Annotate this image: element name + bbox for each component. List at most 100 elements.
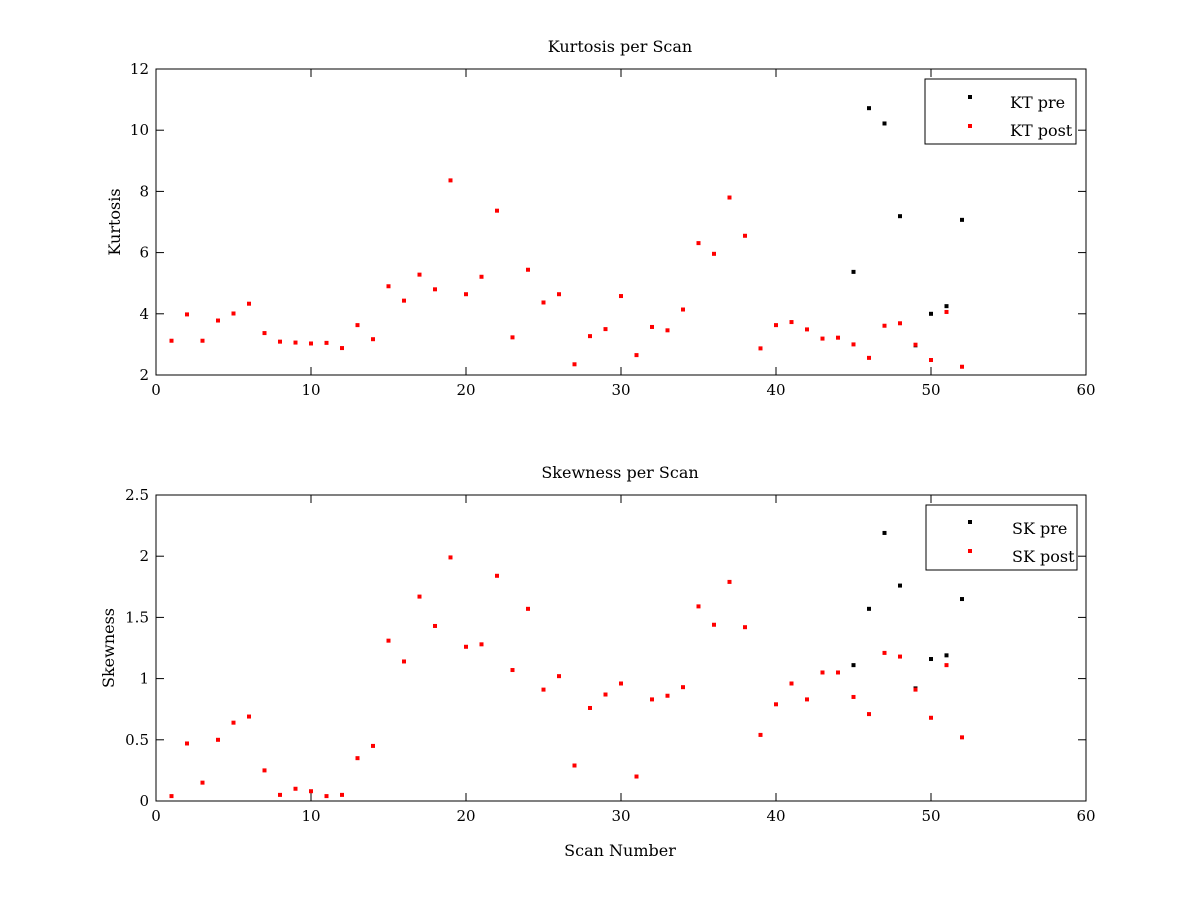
data-point-post — [913, 687, 918, 692]
data-point-post — [913, 342, 918, 347]
plot-title: Kurtosis per Scan — [548, 37, 692, 56]
legend-marker-pre — [968, 95, 972, 99]
data-point-post — [417, 272, 422, 277]
data-point-post — [185, 741, 189, 746]
data-point-pre — [898, 214, 902, 219]
x-tick-label: 50 — [921, 807, 940, 825]
data-point-post — [231, 311, 236, 316]
data-point-post — [789, 681, 794, 686]
data-point-post — [557, 674, 561, 679]
data-point-post — [727, 195, 732, 200]
data-point-post — [758, 346, 763, 351]
data-point-post — [247, 714, 251, 719]
data-point-post — [355, 323, 360, 328]
y-tick-label: 8 — [139, 182, 149, 200]
data-point-pre — [944, 304, 949, 309]
legend-marker-post — [968, 549, 972, 553]
x-tick-label: 40 — [766, 381, 785, 399]
data-point-post — [200, 338, 205, 343]
data-point-post — [448, 178, 453, 183]
legend: KT pre KT post — [924, 78, 1077, 145]
y-tick-label: 2.5 — [125, 486, 149, 504]
data-point-post — [774, 702, 778, 707]
data-point-post — [293, 786, 298, 791]
y-tick-label: 4 — [139, 305, 149, 323]
data-point-post — [340, 792, 344, 797]
data-point-post — [588, 334, 592, 339]
x-tick-label: 30 — [611, 807, 630, 825]
legend: SK pre SK post — [925, 504, 1078, 571]
y-tick-label: 1.5 — [125, 608, 149, 626]
data-point-post — [169, 338, 174, 343]
legend-label-post: SK post — [1012, 547, 1075, 566]
data-point-post — [371, 337, 375, 342]
data-point-post — [805, 327, 809, 332]
data-point-pre — [882, 121, 887, 126]
data-point-post — [371, 743, 375, 748]
y-tick-label: 1 — [139, 670, 149, 688]
data-point-post — [603, 327, 608, 332]
data-point-post — [634, 353, 639, 358]
data-point-post — [851, 694, 856, 699]
data-point-post — [789, 320, 794, 325]
axes-box — [155, 494, 1087, 802]
data-point-post — [557, 292, 561, 297]
data-point-post — [355, 756, 360, 761]
data-point-post — [448, 555, 453, 560]
axis-ticks: 0 10 20 30 40 50 60 0 0.5 1 1.5 2 2.5 — [125, 486, 1095, 825]
y-tick-label: 6 — [139, 244, 149, 262]
data-point-pre — [851, 663, 856, 668]
legend-marker-post — [968, 124, 972, 128]
axis-ticks: 0 10 20 30 40 50 60 2 4 6 8 10 12 — [130, 60, 1096, 399]
data-point-post — [743, 625, 747, 630]
data-point-post — [696, 241, 701, 246]
x-tick-label: 10 — [301, 381, 320, 399]
data-point-post — [820, 670, 825, 675]
data-point-post — [820, 336, 825, 341]
data-point-post — [665, 328, 670, 333]
x-tick-label: 60 — [1076, 807, 1095, 825]
data-point-post — [231, 720, 236, 725]
data-point-post — [340, 346, 344, 351]
data-point-post — [758, 732, 763, 737]
data-point-post — [572, 362, 577, 367]
data-point-post — [898, 654, 902, 659]
data-point-pre — [851, 269, 856, 274]
kurtosis-plot: Kurtosis per Scan Kurtosis 0 10 20 30 40 50 60… — [105, 37, 1096, 399]
x-tick-label: 0 — [151, 381, 161, 399]
data-point-post — [510, 335, 515, 340]
data-point-post — [417, 594, 422, 599]
data-point-post — [386, 638, 391, 643]
data-point-post — [944, 309, 949, 314]
data-point-post — [433, 623, 437, 628]
data-point-post — [712, 622, 716, 627]
y-tick-label: 2 — [139, 547, 149, 565]
data-point-post — [185, 312, 189, 317]
y-tick-label: 12 — [130, 60, 149, 78]
data-point-pre — [960, 597, 964, 602]
data-point-post — [262, 768, 267, 773]
axes-box — [155, 68, 1087, 376]
x-tick-label: 20 — [456, 381, 475, 399]
data-point-post — [278, 792, 282, 797]
y-tick-label: 10 — [130, 121, 149, 139]
data-point-post — [293, 340, 298, 345]
data-point-post — [929, 358, 933, 363]
legend-label-pre: KT pre — [1010, 93, 1065, 112]
data-point-post — [681, 307, 685, 312]
data-point-post — [479, 274, 484, 279]
data-point-post — [743, 233, 747, 238]
data-point-post — [712, 251, 716, 256]
data-point-post — [309, 341, 313, 346]
y-tick-label: 0.5 — [125, 731, 149, 749]
legend-box — [924, 78, 1077, 145]
data-point-post — [944, 663, 949, 668]
data-point-post — [960, 364, 964, 369]
x-tick-label: 10 — [301, 807, 320, 825]
data-point-post — [433, 287, 437, 292]
data-point-post — [464, 644, 468, 649]
y-tick-label: 0 — [139, 792, 149, 810]
data-point-post — [572, 763, 577, 768]
data-point-post — [898, 321, 902, 326]
